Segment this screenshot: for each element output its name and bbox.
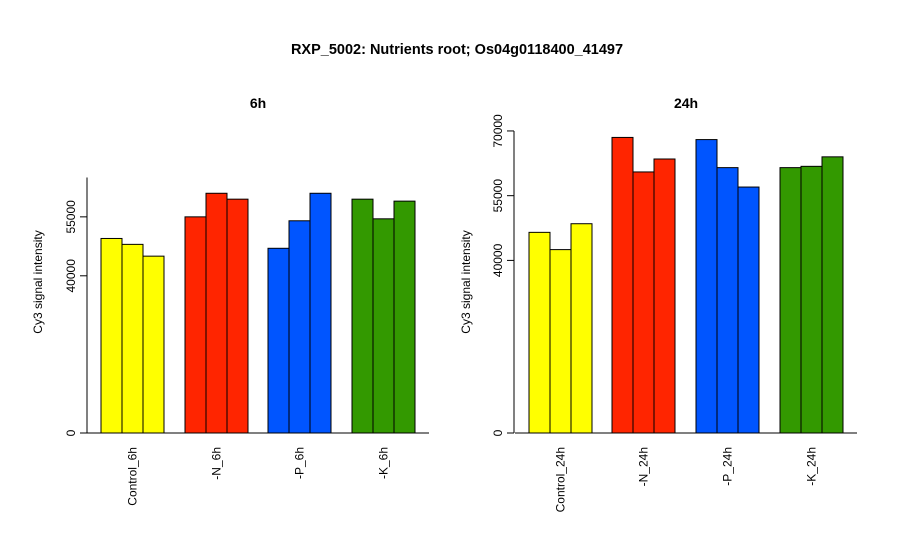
bar-p-6h-3 [309, 192, 332, 434]
bar-k-6h-3 [393, 200, 416, 434]
y-tick-label-24h: 0 [491, 429, 505, 436]
x-tick-label-k-6h: -K_6h [377, 447, 391, 479]
bar-k-24h-2 [800, 165, 823, 434]
bar-n-24h-1 [611, 136, 634, 434]
bar-k-24h-3 [821, 156, 844, 434]
bar-n-24h-2 [632, 171, 655, 434]
bar-n-24h-3 [653, 158, 676, 434]
bar-k-24h-1 [779, 167, 802, 434]
panel-24h: 24h Cy3 signal intensity 0 40000 55000 7000… [459, 95, 857, 512]
x-tick-label-k-24h: -K_24h [805, 447, 819, 486]
bar-p-6h-1 [267, 247, 290, 434]
x-tick-label-n-24h: -N_24h [637, 447, 651, 486]
bar-p-24h-1 [695, 139, 718, 434]
x-tick-label-p-6h: -P_6h [293, 447, 307, 479]
y-tick-label-6h: 55000 [64, 200, 78, 234]
bar-control-6h-3 [142, 255, 165, 434]
y-axis-label-24h: Cy3 signal intensity [459, 230, 473, 333]
panel-title-6h: 6h [250, 95, 266, 111]
bar-control-6h-2 [121, 243, 144, 434]
y-tick-label-24h: 40000 [491, 243, 505, 277]
bar-n-6h-1 [184, 216, 207, 434]
x-tick-label-n-6h: -N_6h [210, 447, 224, 480]
x-tick-label-control-24h: Control_24h [554, 447, 568, 512]
y-tick-label-24h: 70000 [491, 114, 505, 148]
x-tick-label-p-24h: -P_24h [721, 447, 735, 486]
panel-title-24h: 24h [674, 95, 698, 111]
bar-control-24h-3 [570, 223, 593, 434]
bar-k-6h-1 [351, 198, 374, 434]
bar-k-6h-2 [372, 218, 395, 434]
bar-p-6h-2 [288, 220, 311, 434]
bar-n-6h-3 [226, 198, 249, 434]
bar-control-24h-1 [528, 231, 551, 434]
y-tick-label-6h: 0 [64, 429, 78, 436]
panel-6h: 6h Cy3 signal intensity 0 40000 55000 Contr… [31, 95, 429, 506]
figure-title: RXP_5002: Nutrients root; Os04g0118400_4… [291, 42, 623, 58]
bar-p-24h-3 [737, 186, 760, 434]
y-tick-label-24h: 55000 [491, 179, 505, 213]
x-tick-label-control-6h: Control_6h [126, 447, 140, 506]
y-axis-label-6h: Cy3 signal intensity [31, 230, 45, 333]
bar-n-6h-2 [205, 192, 228, 434]
bar-p-24h-2 [716, 167, 739, 434]
bar-control-6h-1 [100, 237, 123, 434]
bar-control-24h-2 [549, 249, 572, 434]
y-tick-label-6h: 40000 [64, 259, 78, 293]
